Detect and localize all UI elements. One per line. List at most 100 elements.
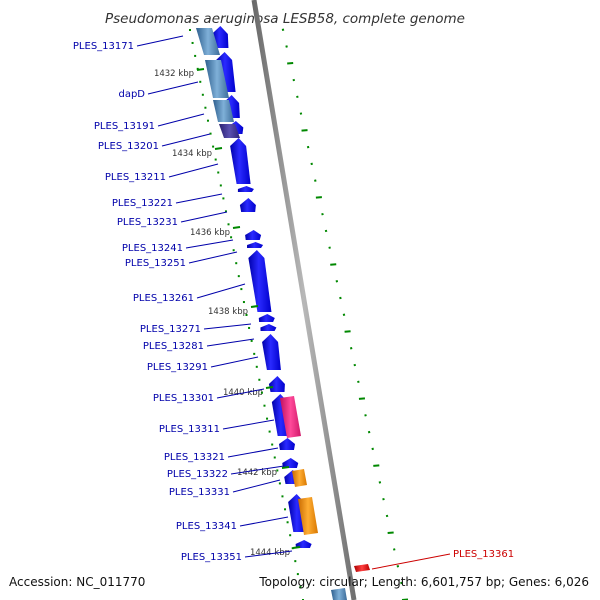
ring-tick	[330, 263, 337, 266]
gene-label[interactable]: dapD	[118, 89, 145, 100]
ring-tick	[349, 347, 353, 350]
gene-callout[interactable]: PLES_13201	[98, 133, 211, 152]
inner-dot	[284, 508, 287, 511]
gene-arrow-forward[interactable]	[245, 230, 262, 240]
inner-dot	[189, 29, 191, 31]
inner-dot	[242, 301, 245, 304]
gene-bar-reverse[interactable]	[219, 124, 240, 138]
gene-bar-bottom	[331, 588, 347, 600]
gene-arrow-forward[interactable]	[279, 438, 296, 450]
inner-dot	[281, 495, 284, 498]
gene-bar-orange[interactable]	[298, 497, 318, 535]
kbp-label: 1432 kbp	[154, 69, 194, 79]
ring-tick	[335, 280, 339, 283]
gene-bar-red[interactable]	[354, 564, 370, 572]
inner-dot	[276, 469, 279, 472]
ring-tick	[310, 162, 313, 166]
gene-arrow-forward[interactable]	[247, 242, 264, 248]
gene-label[interactable]: PLES_13251	[125, 258, 186, 269]
gene-label[interactable]: PLES_13191	[94, 121, 155, 132]
tick-ring	[281, 28, 409, 600]
gene-arrow-forward[interactable]	[248, 250, 272, 312]
gene-label[interactable]: PLES_13281	[143, 341, 204, 352]
gene-label[interactable]: PLES_13221	[112, 198, 173, 209]
gene-callout[interactable]: PLES_13191	[94, 113, 205, 132]
inner-dot	[217, 171, 220, 174]
gene-label[interactable]: PLES_13331	[169, 487, 230, 498]
ring-tick	[314, 179, 317, 182]
gene-label[interactable]: PLES_13341	[176, 521, 237, 532]
gene-callout[interactable]: PLES_13271	[140, 323, 252, 335]
kbp-label: 1442 kbp	[237, 468, 277, 478]
genome-summary-text: Topology: circular; Length: 6,601,757 bp…	[258, 575, 589, 589]
gene-label[interactable]: PLES_13311	[159, 424, 220, 435]
ring-tick	[292, 78, 296, 82]
ring-tick	[400, 581, 403, 585]
gene-label[interactable]: PLES_13361	[453, 549, 514, 560]
gene-callout[interactable]: PLES_13341	[176, 516, 289, 532]
gene-label[interactable]: PLES_13301	[153, 393, 214, 404]
gene-label[interactable]: PLES_13321	[164, 452, 225, 463]
gene-arrow-forward[interactable]	[268, 376, 285, 392]
gene-callout[interactable]: PLES_13311	[159, 419, 275, 435]
ring-tick	[371, 447, 374, 451]
gene-callout[interactable]: PLES_13261	[133, 283, 246, 304]
gene-label[interactable]: PLES_13291	[147, 362, 208, 373]
reverse-strand	[196, 28, 370, 572]
gene-callout[interactable]: PLES_13211	[105, 163, 219, 183]
gene-callout[interactable]: dapD	[118, 81, 199, 100]
inner-dot	[212, 145, 215, 148]
gene-callout[interactable]: PLES_13301	[153, 388, 265, 404]
gene-label[interactable]: PLES_13211	[105, 172, 166, 183]
gene-bar-pink[interactable]	[280, 396, 301, 438]
gene-arrow-forward[interactable]	[230, 138, 251, 184]
gene-bar-orange[interactable]	[292, 469, 307, 487]
inner-dot	[235, 262, 238, 265]
gene-label[interactable]: PLES_13351	[181, 552, 242, 563]
gene-arrow-forward[interactable]	[239, 198, 256, 212]
kbp-tick	[281, 466, 290, 469]
gene-label[interactable]: PLES_13231	[117, 217, 178, 228]
kbp-label: 1436 kbp	[190, 228, 230, 238]
gene-callout[interactable]: PLES_13171	[73, 35, 184, 52]
kbp-tick	[214, 147, 223, 150]
gene-label[interactable]: PLES_13201	[98, 141, 159, 152]
ring-tick	[392, 548, 396, 551]
gene-callout[interactable]: PLES_13331	[169, 479, 281, 498]
gene-callout[interactable]: PLES_13351	[181, 550, 293, 563]
inner-dot	[209, 132, 212, 135]
ring-tick	[281, 28, 285, 31]
gene-arrow-forward[interactable]	[258, 314, 275, 322]
gene-arrow-forward[interactable]	[282, 458, 299, 468]
gene-arrow-forward[interactable]	[295, 540, 312, 548]
gene-callout[interactable]: PLES_13281	[143, 338, 255, 352]
inner-dot	[204, 106, 207, 109]
gene-arrow-forward[interactable]	[262, 334, 281, 370]
gene-label[interactable]: PLES_13322	[167, 469, 228, 480]
ring-tick	[358, 397, 366, 400]
inner-dot	[206, 119, 209, 122]
gene-callout[interactable]: PLES_13321	[164, 447, 279, 463]
gene-arrow-forward[interactable]	[260, 324, 277, 331]
gene-callout[interactable]: PLES_13251	[125, 251, 238, 269]
gene-arrow-forward[interactable]	[237, 186, 254, 192]
inner-dot	[227, 223, 230, 226]
kbp-label: 1444 kbp	[250, 548, 290, 558]
inner-dot	[199, 80, 202, 83]
inner-dot	[263, 404, 266, 407]
gene-bar-reverse[interactable]	[205, 60, 229, 98]
gene-callout[interactable]: PLES_13322	[167, 465, 285, 480]
gene-callout[interactable]: PLES_13361	[371, 549, 514, 570]
gene-callout[interactable]: PLES_13241	[122, 239, 234, 254]
gene-callout[interactable]: PLES_13231	[117, 211, 228, 228]
gene-callout[interactable]: PLES_13291	[147, 356, 259, 373]
gene-label[interactable]: PLES_13261	[133, 293, 194, 304]
gene-callout[interactable]: PLES_13221	[112, 193, 223, 209]
inner-dot	[268, 430, 271, 433]
gene-bar-reverse[interactable]	[213, 100, 234, 122]
ring-tick	[367, 430, 371, 434]
gene-label[interactable]: PLES_13271	[140, 324, 201, 335]
gene-label[interactable]: PLES_13241	[122, 243, 183, 254]
gene-bar-reverse[interactable]	[196, 28, 220, 55]
gene-label[interactable]: PLES_13171	[73, 41, 134, 52]
